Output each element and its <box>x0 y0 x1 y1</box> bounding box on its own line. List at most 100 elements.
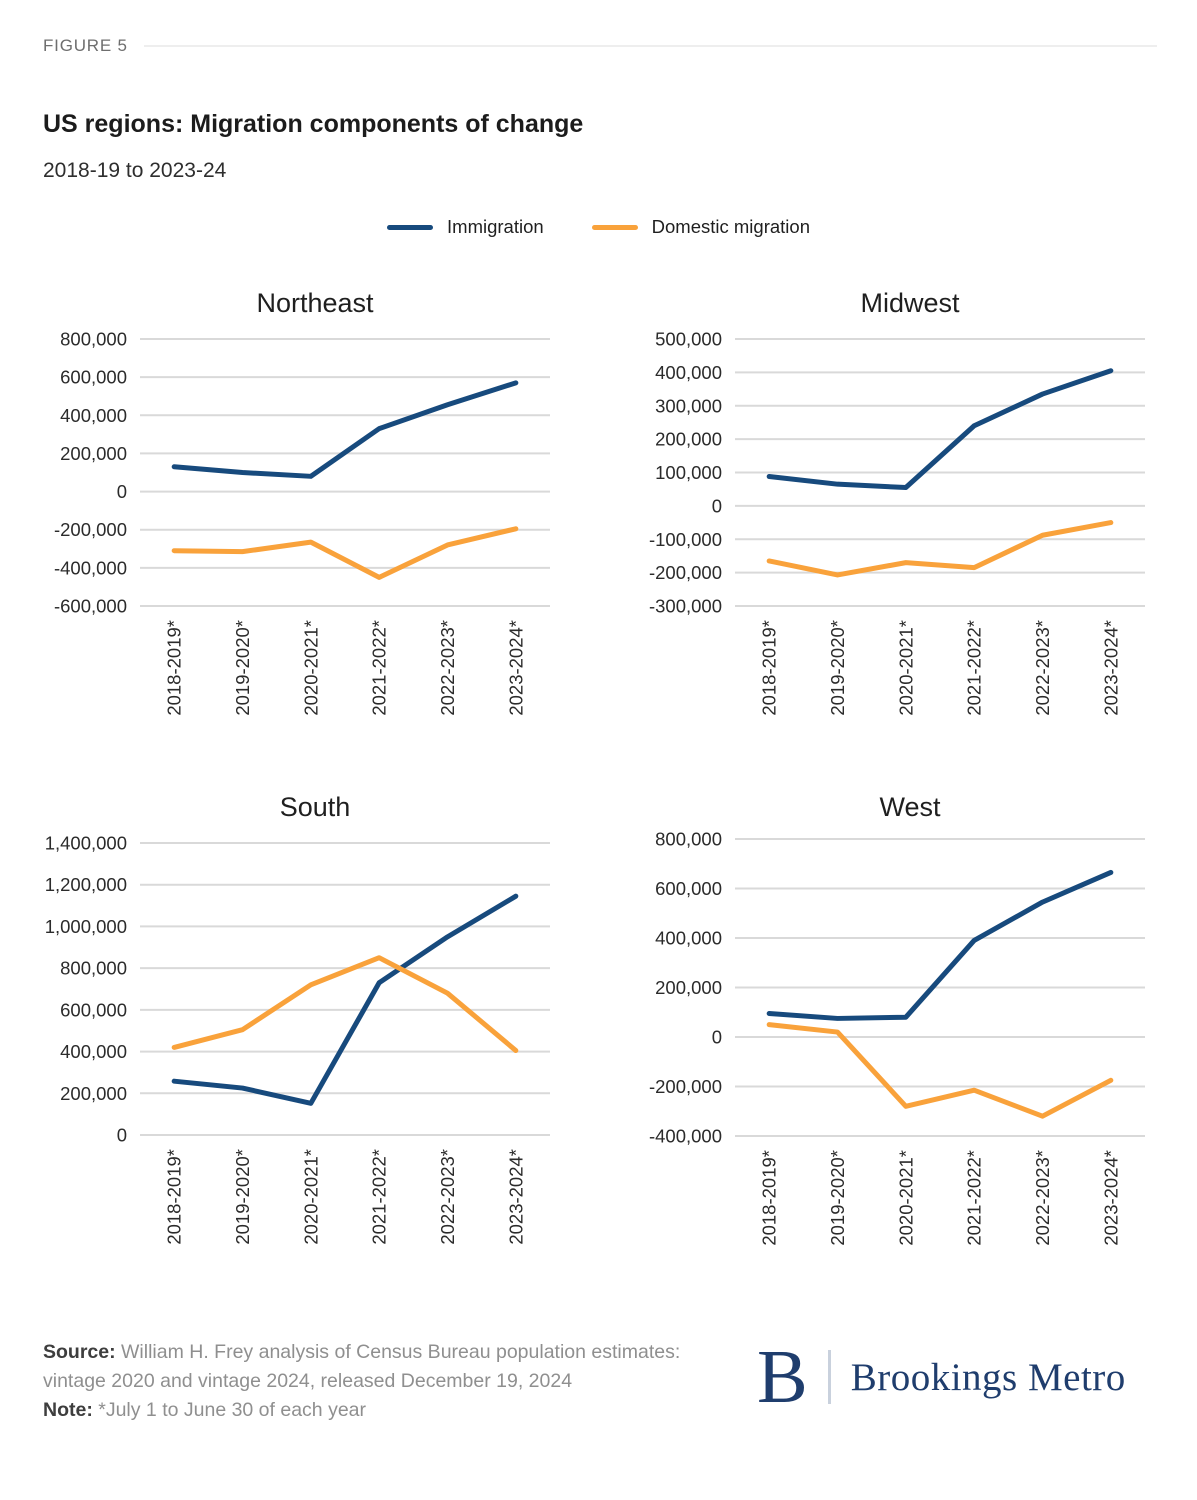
series-line-immigration <box>171 893 519 1106</box>
header-divider-line <box>143 45 1157 47</box>
legend-item-immigration: Immigration <box>387 216 544 238</box>
y-axis-tick-label: 0 <box>117 481 127 502</box>
series-line-domestic-migration <box>171 526 519 580</box>
y-axis-tick-label: 800,000 <box>60 958 127 979</box>
chart-canvas-northeast: 800,000 600,000 400,000 200,000 0 -200,000 -40… <box>35 327 595 772</box>
series-line-domestic-migration <box>766 1022 1114 1119</box>
figure-header-row: FIGURE 5 <box>43 36 1157 56</box>
domestic-migration-line-swatch <box>591 224 638 230</box>
source-line: Source: William H. Frey analysis of Cens… <box>43 1338 703 1396</box>
y-axis-tick-label: -200,000 <box>54 519 127 540</box>
y-axis-tick-label: 200,000 <box>60 1083 127 1104</box>
y-axis-tick-label: 1,200,000 <box>45 874 127 895</box>
y-axis-tick-label: 300,000 <box>655 395 722 416</box>
y-axis-tick-label: -200,000 <box>649 562 722 583</box>
series-line-domestic-migration <box>171 955 519 1054</box>
chart-south: South 1,400,000 1,200,000 1,000,000 800,000… <box>35 787 595 1276</box>
chart-main-title: US regions: Migration components of chan… <box>43 110 584 138</box>
y-axis-tick-label: 200,000 <box>60 443 127 464</box>
chart-title-midwest: Midwest <box>860 288 960 318</box>
footer-notes: Source: William H. Frey analysis of Cens… <box>43 1338 703 1425</box>
chart-canvas-midwest: 500,000 400,000 300,000 200,000 100,000 0 -100… <box>630 327 1190 772</box>
x-axis-tick-label: 2018-2019* <box>759 620 780 716</box>
immigration-line-swatch <box>387 224 434 230</box>
y-axis-tick-label: -600,000 <box>54 596 127 617</box>
x-axis-tick-label: 2019-2020* <box>827 1150 848 1246</box>
x-axis-tick-label: 2020-2021* <box>895 620 916 716</box>
x-axis-tick-label: 2018-2019* <box>164 620 185 716</box>
y-axis-tick-label: -100,000 <box>649 529 722 550</box>
y-axis-tick-label: -400,000 <box>54 557 127 578</box>
chart-plot-svg: 1,400,000 1,200,000 1,000,000 800,000 600,00… <box>45 833 550 1245</box>
brookings-metro-logo: B Brookings Metro <box>757 1335 1126 1419</box>
y-axis-tick-label: 600,000 <box>60 367 127 388</box>
chart-subtitle: 2018-19 to 2023-24 <box>43 159 227 182</box>
y-axis-tick-label: 0 <box>712 1027 722 1048</box>
y-axis-tick-label: 800,000 <box>655 831 722 850</box>
series-line-immigration <box>766 869 1114 1021</box>
chart-title-west: West <box>879 792 941 822</box>
x-axis-tick-label: 2023-2024* <box>505 620 526 716</box>
chart-title-northeast: Northeast <box>256 288 374 318</box>
x-axis-tick-label: 2018-2019* <box>164 1149 185 1245</box>
note-line: Note: *July 1 to June 30 of each year <box>43 1396 703 1425</box>
chart-canvas-west: 800,000 600,000 400,000 200,000 0 -200,000 -40… <box>630 831 1190 1276</box>
y-axis-tick-label: 600,000 <box>655 878 722 899</box>
legend: Immigration Domestic migration <box>0 216 1197 238</box>
x-axis-tick-label: 2018-2019* <box>759 1150 780 1246</box>
logo-divider <box>827 1350 831 1404</box>
y-axis-tick-label: 200,000 <box>655 429 722 450</box>
y-axis-tick-label: 0 <box>117 1125 127 1146</box>
x-axis-tick-label: 2023-2024* <box>505 1149 526 1245</box>
chart-title-south: South <box>279 792 351 822</box>
x-axis-tick-label: 2020-2021* <box>895 1150 916 1246</box>
series-line-immigration <box>766 368 1114 491</box>
note-label: Note: <box>43 1399 93 1421</box>
x-axis-tick-label: 2021-2022* <box>964 620 985 716</box>
charts-grid: Northeast 800,000 600,000 400,000 200,000 0 -… <box>35 283 1190 1293</box>
y-axis-tick-label: 400,000 <box>655 928 722 949</box>
x-axis-tick-label: 2021-2022* <box>369 1149 390 1245</box>
x-axis-tick-label: 2020-2021* <box>300 620 321 716</box>
x-axis-tick-label: 2022-2023* <box>437 620 458 716</box>
source-text: William H. Frey analysis of Census Burea… <box>43 1341 681 1392</box>
legend-label-domestic-migration: Domestic migration <box>651 216 810 237</box>
chart-plot-svg: 800,000 600,000 400,000 200,000 0 -200,000 -40… <box>54 329 550 716</box>
x-axis-tick-label: 2020-2021* <box>300 1149 321 1245</box>
y-axis-tick-label: 0 <box>712 495 722 516</box>
y-axis-tick-label: 400,000 <box>60 405 127 426</box>
chart-canvas-south: 1,400,000 1,200,000 1,000,000 800,000 600,00… <box>35 831 595 1276</box>
y-axis-tick-label: 400,000 <box>655 362 722 383</box>
x-axis-tick-label: 2021-2022* <box>964 1150 985 1246</box>
series-line-immigration <box>171 380 519 479</box>
chart-midwest: Midwest 500,000 400,000 300,000 200,000 100,… <box>630 283 1190 772</box>
x-axis-tick-label: 2019-2020* <box>232 620 253 716</box>
chart-northeast: Northeast 800,000 600,000 400,000 200,000 0 -… <box>35 283 595 772</box>
source-label: Source: <box>43 1341 116 1363</box>
legend-label-immigration: Immigration <box>447 216 544 237</box>
y-axis-tick-label: 500,000 <box>655 329 722 350</box>
x-axis-tick-label: 2019-2020* <box>827 620 848 716</box>
x-axis-tick-label: 2021-2022* <box>369 620 390 716</box>
note-text: *July 1 to June 30 of each year <box>92 1399 366 1421</box>
brookings-b-mark: B <box>757 1335 808 1419</box>
x-axis-tick-label: 2019-2020* <box>232 1149 253 1245</box>
y-axis-tick-label: 1,400,000 <box>45 833 127 854</box>
y-axis-tick-label: 100,000 <box>655 462 722 483</box>
x-axis-tick-label: 2022-2023* <box>1032 1150 1053 1246</box>
y-axis-tick-label: 600,000 <box>60 999 127 1020</box>
series-line-domestic-migration <box>766 520 1114 578</box>
brookings-metro-wordmark: Brookings Metro <box>850 1355 1126 1399</box>
x-axis-tick-label: 2023-2024* <box>1100 1150 1121 1246</box>
y-axis-tick-label: -300,000 <box>649 596 722 617</box>
y-axis-tick-label: 400,000 <box>60 1041 127 1062</box>
y-axis-tick-label: -200,000 <box>649 1076 722 1097</box>
figure-number-label: FIGURE 5 <box>43 36 128 55</box>
chart-plot-svg: 500,000 400,000 300,000 200,000 100,000 0 -100… <box>649 329 1145 716</box>
y-axis-tick-label: -400,000 <box>649 1126 722 1147</box>
chart-plot-svg: 800,000 600,000 400,000 200,000 0 -200,000 -40… <box>649 831 1145 1246</box>
x-axis-tick-label: 2022-2023* <box>1032 620 1053 716</box>
x-axis-tick-label: 2022-2023* <box>437 1149 458 1245</box>
y-axis-tick-label: 800,000 <box>60 329 127 350</box>
